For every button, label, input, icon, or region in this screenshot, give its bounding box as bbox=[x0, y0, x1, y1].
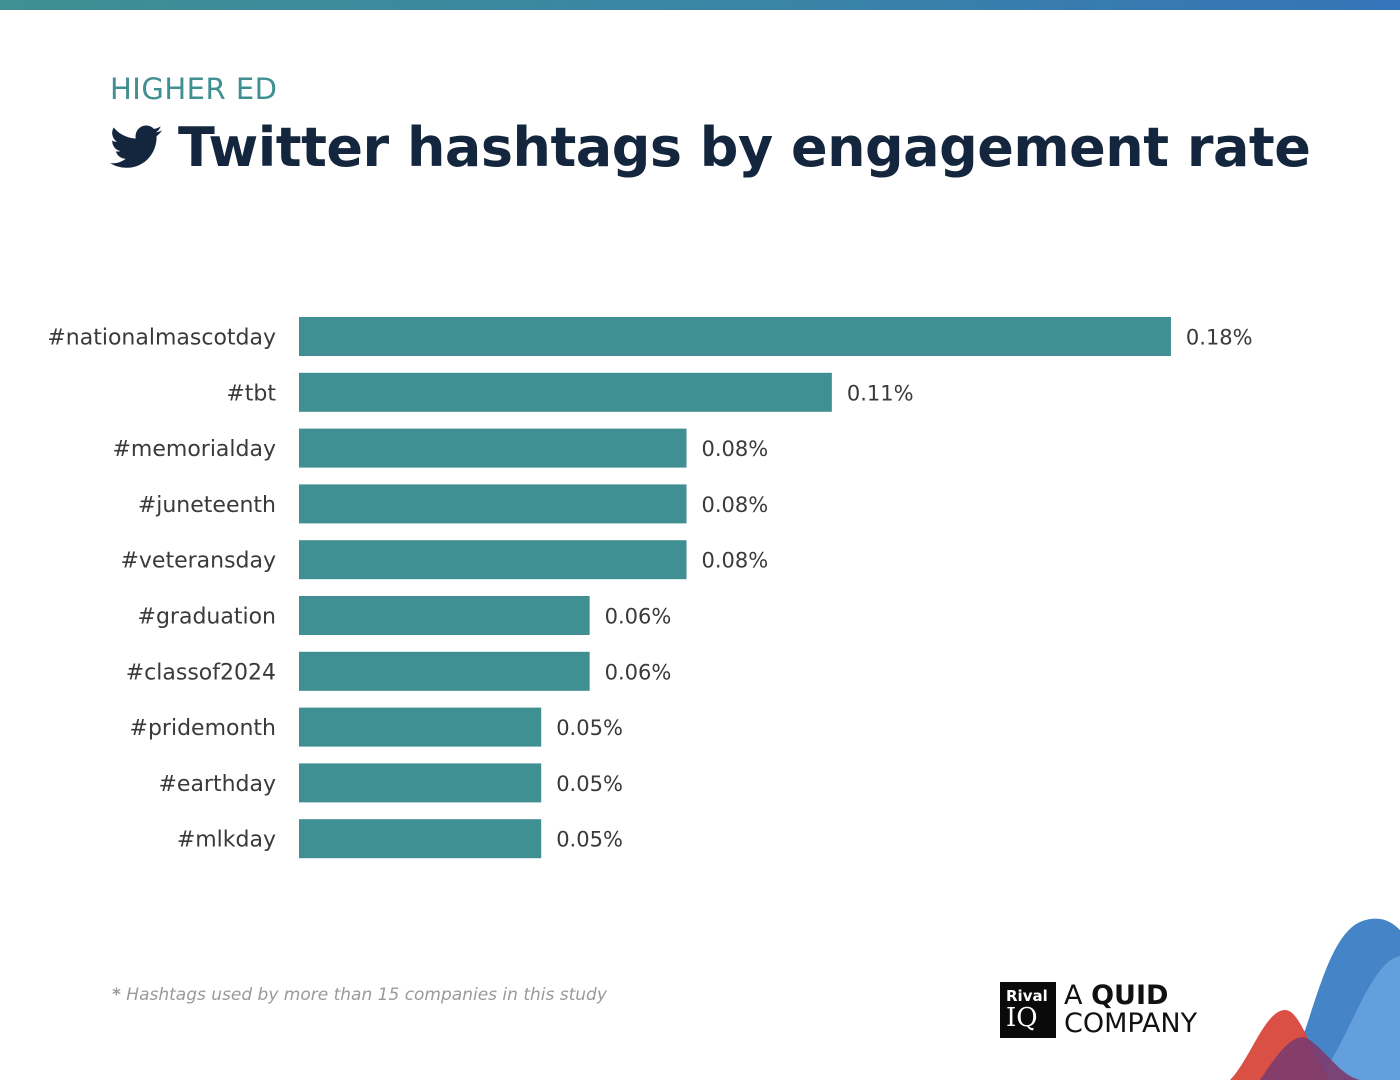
bar bbox=[299, 428, 687, 468]
bar-value-label: 0.05% bbox=[556, 716, 623, 740]
bar bbox=[299, 819, 542, 859]
category-label: HIGHER ED bbox=[110, 72, 278, 106]
bar-value-label: 0.08% bbox=[702, 437, 769, 461]
category-tick-label: #tbt bbox=[226, 381, 276, 406]
rival-iq-logo: Rival IQ bbox=[1000, 982, 1056, 1038]
bar bbox=[299, 596, 590, 635]
category-tick-label: #veteransday bbox=[120, 549, 276, 574]
twitter-bird-icon bbox=[110, 125, 162, 168]
bar-value-label: 0.18% bbox=[1186, 326, 1253, 350]
bar-value-label: 0.05% bbox=[556, 772, 623, 796]
footnote-text: Hashtags used by more than 15 companies … bbox=[126, 985, 607, 1005]
category-tick-label: #mlkday bbox=[177, 828, 276, 853]
logo-line-1: Rival bbox=[1006, 987, 1048, 1005]
top-accent-bar bbox=[0, 0, 1400, 10]
title-row: Twitter hashtags by engagement rate bbox=[110, 112, 1311, 182]
wave-purple-shape bbox=[1260, 1037, 1360, 1080]
category-tick-label: #memorialday bbox=[112, 437, 276, 462]
bar bbox=[299, 484, 687, 524]
category-tick-label: #nationalmascotday bbox=[47, 326, 276, 351]
tagline-line-2: COMPANY bbox=[1064, 1008, 1198, 1039]
brand-tagline: A QUID COMPANY bbox=[1064, 982, 1197, 1038]
bar-value-label: 0.08% bbox=[702, 493, 769, 517]
category-tick-label: #graduation bbox=[138, 605, 276, 630]
tagline-bold: QUID bbox=[1091, 980, 1169, 1011]
bar bbox=[299, 707, 542, 747]
bar-chart: #nationalmascotday 0.18% #tbt 0.11% #memoria… bbox=[47, 317, 1253, 859]
footnote-marker: * bbox=[112, 985, 121, 1005]
footnote: * Hashtags used by more than 15 companie… bbox=[112, 985, 607, 1005]
bar-value-label: 0.06% bbox=[605, 605, 672, 629]
logo-line-2: IQ bbox=[1006, 1003, 1038, 1033]
brand-logo: Rival IQ A QUID COMPANY bbox=[1000, 982, 1197, 1038]
bar bbox=[299, 763, 542, 803]
bar bbox=[299, 372, 832, 412]
category-tick-label: #earthday bbox=[158, 772, 276, 797]
category-tick-label: #pridemonth bbox=[130, 716, 276, 741]
bar-value-label: 0.05% bbox=[556, 828, 623, 852]
bar bbox=[299, 651, 590, 691]
category-tick-label: #juneteenth bbox=[138, 493, 276, 518]
bar bbox=[299, 540, 687, 580]
chart-title: Twitter hashtags by engagement rate bbox=[178, 115, 1311, 179]
bar-value-label: 0.08% bbox=[702, 549, 769, 573]
category-tick-label: #classof2024 bbox=[126, 660, 276, 685]
tagline-prefix: A bbox=[1064, 980, 1083, 1011]
wave-light-blue-shape bbox=[1315, 956, 1400, 1080]
bar-value-label: 0.06% bbox=[605, 660, 672, 684]
bar-value-label: 0.11% bbox=[847, 381, 914, 405]
decorative-wave-graphic bbox=[1230, 918, 1400, 1080]
bar bbox=[299, 317, 1171, 356]
